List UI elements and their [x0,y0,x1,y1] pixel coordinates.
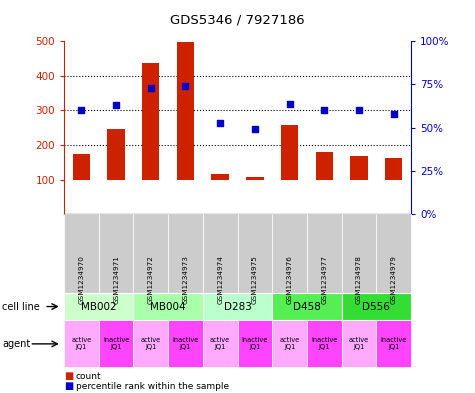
Text: D283: D283 [224,301,251,312]
Point [320,107,328,114]
Text: GSM1234978: GSM1234978 [356,255,362,304]
Bar [281,125,298,180]
Text: active
JQ1: active JQ1 [210,337,230,351]
Text: count: count [76,372,102,380]
Point [390,111,397,117]
Point [355,107,363,114]
Text: inactive
JQ1: inactive JQ1 [242,337,268,351]
Text: active
JQ1: active JQ1 [71,337,92,351]
Text: inactive
JQ1: inactive JQ1 [103,337,129,351]
Point [113,102,120,108]
Text: ■: ■ [64,371,73,381]
Text: D556: D556 [362,301,390,312]
Text: inactive
JQ1: inactive JQ1 [311,337,337,351]
Text: GDS5346 / 7927186: GDS5346 / 7927186 [170,14,305,27]
Text: MB002: MB002 [81,301,117,312]
Bar [385,158,402,180]
Text: agent: agent [2,339,30,349]
Point [217,119,224,126]
Bar [350,156,368,180]
Text: GSM1234977: GSM1234977 [321,255,327,304]
Text: GSM1234974: GSM1234974 [217,255,223,304]
Text: D458: D458 [293,301,321,312]
Point [251,126,259,132]
Point [286,100,294,107]
Text: active
JQ1: active JQ1 [141,337,161,351]
Bar [107,129,125,180]
Text: GSM1234976: GSM1234976 [286,255,293,304]
Bar [211,174,229,180]
Text: active
JQ1: active JQ1 [279,337,300,351]
Bar [177,42,194,180]
Bar [73,154,90,180]
Text: ■: ■ [64,381,73,391]
Text: GSM1234970: GSM1234970 [78,255,85,304]
Text: cell line: cell line [2,301,40,312]
Text: active
JQ1: active JQ1 [349,337,369,351]
Bar [315,152,333,180]
Text: MB004: MB004 [150,301,186,312]
Point [78,107,86,114]
Bar [246,177,264,180]
Text: GSM1234971: GSM1234971 [113,255,119,304]
Point [147,85,155,91]
Text: GSM1234975: GSM1234975 [252,255,258,304]
Text: GSM1234972: GSM1234972 [148,255,154,304]
Text: GSM1234973: GSM1234973 [182,255,189,304]
Bar [142,63,160,180]
Text: GSM1234979: GSM1234979 [390,255,397,304]
Text: inactive
JQ1: inactive JQ1 [380,337,407,351]
Text: percentile rank within the sample: percentile rank within the sample [76,382,229,391]
Text: inactive
JQ1: inactive JQ1 [172,337,199,351]
Point [181,83,189,89]
